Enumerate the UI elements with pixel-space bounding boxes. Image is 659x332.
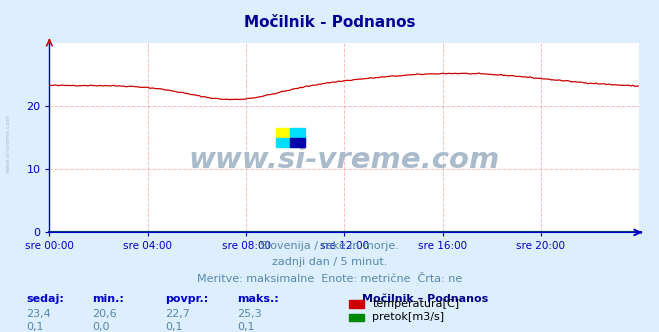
Text: Meritve: maksimalne  Enote: metrične  Črta: ne: Meritve: maksimalne Enote: metrične Črta… — [197, 274, 462, 284]
Text: 0,1: 0,1 — [237, 322, 255, 332]
Text: 0,1: 0,1 — [26, 322, 44, 332]
Bar — [290, 128, 305, 138]
Text: Močilnik – Podnanos: Močilnik – Podnanos — [362, 294, 489, 304]
Text: 0,0: 0,0 — [92, 322, 110, 332]
Text: pretok[m3/s]: pretok[m3/s] — [372, 312, 444, 322]
Text: 20,6: 20,6 — [92, 309, 117, 319]
Text: 0,1: 0,1 — [165, 322, 183, 332]
Text: povpr.:: povpr.: — [165, 294, 208, 304]
Text: Močilnik - Podnanos: Močilnik - Podnanos — [244, 15, 415, 30]
Text: maks.:: maks.: — [237, 294, 279, 304]
Text: www.si-vreme.com: www.si-vreme.com — [188, 146, 500, 175]
Text: zadnji dan / 5 minut.: zadnji dan / 5 minut. — [272, 257, 387, 267]
Text: 22,7: 22,7 — [165, 309, 190, 319]
Text: sedaj:: sedaj: — [26, 294, 64, 304]
Bar — [290, 138, 305, 147]
Text: Slovenija / reke in morje.: Slovenija / reke in morje. — [260, 241, 399, 251]
Text: min.:: min.: — [92, 294, 124, 304]
Text: 23,4: 23,4 — [26, 309, 51, 319]
Bar — [275, 128, 290, 138]
Text: 25,3: 25,3 — [237, 309, 262, 319]
Text: www.si-vreme.com: www.si-vreme.com — [5, 113, 11, 173]
Bar — [275, 138, 290, 147]
Text: temperatura[C]: temperatura[C] — [372, 299, 459, 309]
